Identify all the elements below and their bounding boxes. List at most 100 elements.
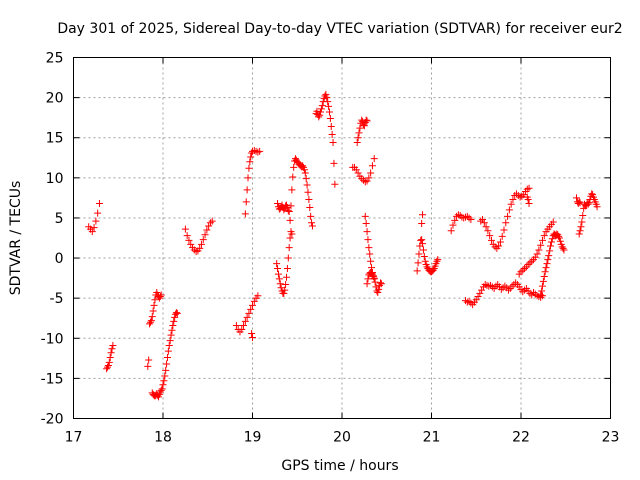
data-point: [549, 218, 557, 226]
data-point: [481, 281, 489, 289]
data-point: [526, 259, 534, 267]
data-point: [286, 234, 294, 242]
data-point: [498, 232, 506, 240]
data-point: [147, 317, 155, 325]
data-point: [574, 200, 582, 208]
data-series-s13: [312, 90, 339, 188]
data-point: [167, 331, 175, 339]
data-point: [240, 321, 248, 329]
data-point: [429, 266, 437, 274]
data-point: [183, 232, 191, 240]
data-series-s10: [273, 228, 296, 297]
x-axis: 17 18 19 20 21 22 23: [65, 430, 620, 446]
data-point: [301, 169, 309, 177]
data-point: [247, 153, 255, 161]
data-point: [453, 212, 461, 220]
data-point: [328, 131, 336, 139]
data-point: [165, 341, 173, 349]
axis-ticks: [73, 57, 611, 419]
data-point: [156, 293, 164, 301]
data-point: [160, 377, 168, 385]
data-series-s15: [353, 116, 371, 147]
data-point: [281, 286, 289, 294]
data-point: [531, 253, 539, 261]
data-point: [539, 277, 547, 285]
data-series-s18: [413, 236, 442, 276]
data-point: [166, 337, 174, 345]
data-point: [479, 216, 487, 224]
data-point: [302, 175, 310, 183]
data-point: [146, 318, 154, 326]
data-point: [556, 237, 564, 245]
data-point: [356, 124, 364, 132]
data-point: [554, 231, 562, 239]
data-point: [548, 235, 556, 243]
data-point: [181, 225, 189, 233]
data-point: [149, 307, 157, 315]
data-point: [151, 296, 159, 304]
data-point: [370, 274, 378, 282]
data-point: [274, 264, 282, 272]
data-series-s22: [477, 184, 533, 252]
data-point: [280, 206, 288, 214]
data-point: [275, 275, 283, 283]
data-point: [505, 206, 513, 214]
data-point: [418, 236, 426, 244]
data-point: [241, 210, 249, 218]
data-point: [203, 226, 211, 234]
data-point: [299, 162, 307, 170]
data-point: [504, 286, 512, 294]
data-point: [106, 354, 114, 362]
data-point: [208, 217, 216, 225]
data-point: [519, 288, 527, 296]
data-points: [85, 90, 601, 401]
data-point: [322, 90, 330, 98]
data-point: [284, 207, 292, 215]
data-point: [474, 293, 482, 301]
data-point: [447, 227, 455, 235]
data-point: [244, 174, 252, 182]
data-point: [196, 244, 204, 252]
data-series-s2: [103, 341, 117, 373]
data-point: [201, 231, 209, 239]
data-point: [419, 211, 427, 219]
data-point: [363, 117, 371, 125]
data-series-s11: [274, 200, 293, 216]
data-point: [157, 386, 165, 394]
data-point: [256, 147, 264, 155]
data-point: [170, 317, 178, 325]
data-point: [321, 92, 329, 100]
data-point: [273, 260, 281, 268]
data-point: [172, 310, 180, 318]
data-point: [478, 286, 486, 294]
data-point: [364, 236, 372, 244]
data-point: [543, 260, 551, 268]
data-point: [451, 216, 459, 224]
data-point: [576, 227, 584, 235]
x-tick-label: 23: [602, 430, 620, 446]
data-point: [286, 216, 294, 224]
data-point: [318, 102, 326, 110]
data-point: [504, 212, 512, 220]
data-point: [104, 363, 112, 371]
grid-lines: [73, 57, 611, 419]
data-point: [508, 282, 516, 290]
data-point: [157, 291, 165, 299]
x-tick-label: 17: [65, 430, 83, 446]
data-point: [361, 212, 369, 220]
data-series-s21: [462, 279, 546, 309]
x-tick-label: 19: [244, 430, 262, 446]
data-point: [146, 320, 154, 328]
data-series-s9: [241, 147, 264, 218]
data-point: [485, 282, 493, 290]
data-point: [576, 199, 584, 207]
data-point: [449, 221, 457, 229]
data-point: [192, 248, 200, 256]
y-tick-label: 15: [46, 131, 64, 147]
data-point: [250, 297, 258, 305]
data-point: [362, 116, 370, 124]
data-point: [205, 222, 213, 230]
data-point: [290, 163, 298, 171]
data-point: [530, 289, 538, 297]
data-point: [419, 240, 427, 248]
